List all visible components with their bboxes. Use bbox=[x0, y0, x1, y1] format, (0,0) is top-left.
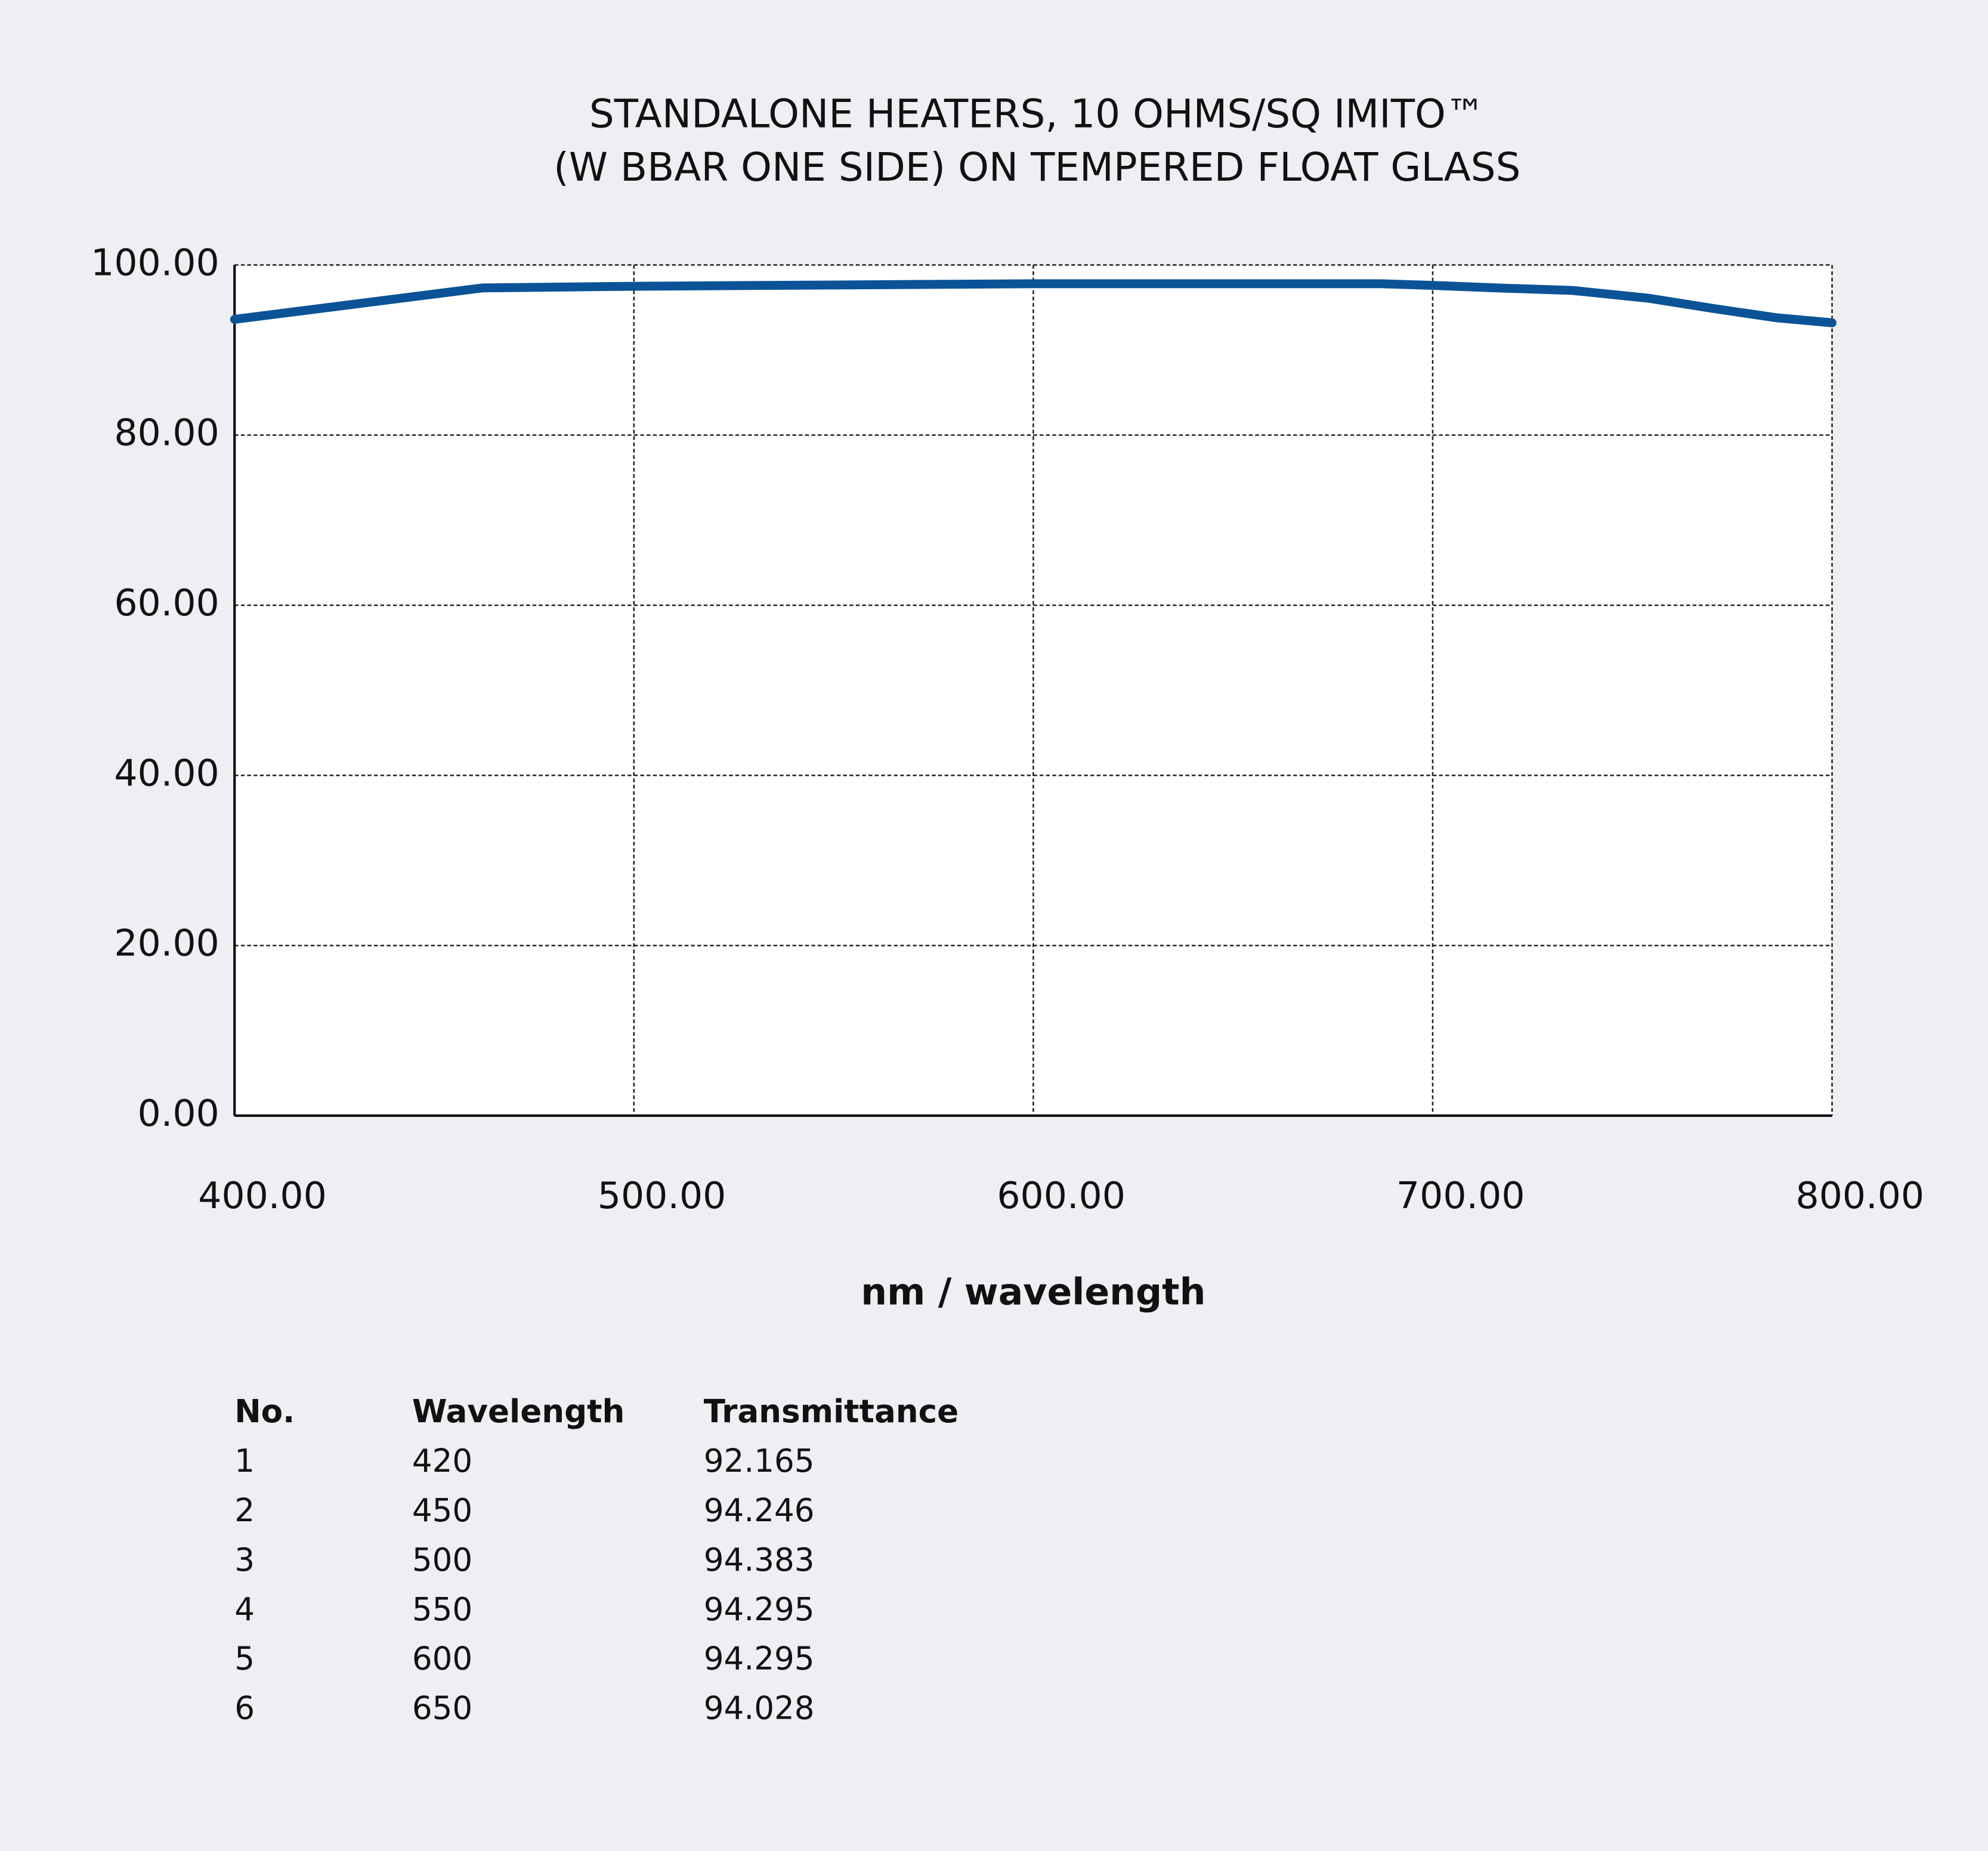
chart-title: (W BBAR ONE SIDE) ON TEMPERED FLOAT GLAS… bbox=[554, 144, 1520, 190]
table-cell: 500 bbox=[412, 1542, 472, 1578]
table-cell: 2 bbox=[234, 1492, 255, 1529]
x-tick-label: 800.00 bbox=[1796, 1174, 1925, 1217]
table-cell: 550 bbox=[412, 1591, 472, 1628]
table-cell: 4 bbox=[234, 1591, 255, 1628]
y-tick-label: 60.00 bbox=[114, 581, 219, 624]
table-cell: 94.383 bbox=[704, 1542, 815, 1578]
table-cell: 94.028 bbox=[704, 1690, 815, 1727]
table-cell: 94.246 bbox=[704, 1492, 815, 1529]
x-tick-label: 400.00 bbox=[198, 1174, 327, 1217]
table-cell: 1 bbox=[234, 1443, 255, 1479]
table-cell: 5 bbox=[234, 1640, 255, 1677]
table-header: Wavelength bbox=[412, 1393, 624, 1430]
x-tick-label: 700.00 bbox=[1396, 1174, 1525, 1217]
table-cell: 450 bbox=[412, 1492, 472, 1529]
y-tick-label: 20.00 bbox=[114, 922, 219, 965]
x-tick-label: 600.00 bbox=[997, 1174, 1126, 1217]
y-tick-label: 100.00 bbox=[91, 241, 219, 284]
table-cell: 6 bbox=[234, 1690, 255, 1727]
table-cell: 650 bbox=[412, 1690, 472, 1727]
table-cell: 600 bbox=[412, 1640, 472, 1677]
table-cell: 3 bbox=[234, 1542, 255, 1578]
table-header: Transmittance bbox=[704, 1393, 959, 1430]
y-tick-label: 40.00 bbox=[114, 751, 219, 794]
data-line bbox=[230, 279, 1836, 327]
x-tick-label: 500.00 bbox=[598, 1174, 726, 1217]
table-cell: 94.295 bbox=[704, 1640, 815, 1677]
chart-title: STANDALONE HEATERS, 10 OHMS/SQ IMITO™ bbox=[589, 91, 1485, 137]
table-cell: 94.295 bbox=[704, 1591, 815, 1628]
table-cell: 92.165 bbox=[704, 1443, 815, 1479]
table-cell: 420 bbox=[412, 1443, 472, 1479]
x-axis-label: nm / wavelength bbox=[861, 1271, 1205, 1314]
y-tick-label: 80.00 bbox=[114, 411, 219, 454]
y-tick-label: 0.00 bbox=[138, 1092, 219, 1135]
table-header: No. bbox=[234, 1393, 295, 1430]
